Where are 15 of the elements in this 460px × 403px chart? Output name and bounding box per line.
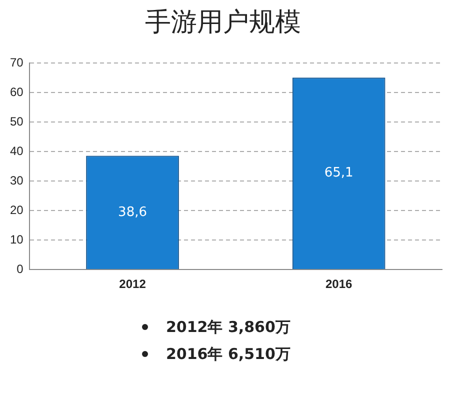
y-tick-label: 20 [10, 202, 24, 217]
data-label: 65,1 [324, 166, 354, 181]
text: 2012年 3,860万 [166, 318, 290, 336]
y-tick-label: 30 [10, 173, 24, 188]
x-tick-label: 2016 [325, 277, 353, 292]
text: 2016年 6,510万 [166, 345, 290, 363]
x-tick-label: 2012 [119, 277, 146, 292]
y-tick-label: 0 [16, 262, 24, 276]
chart-title: 手游用户规模 [145, 7, 301, 38]
y-tick-label: 50 [10, 114, 24, 128]
y-tick-label: 60 [10, 85, 24, 99]
y-tick-label: 70 [10, 56, 24, 70]
data-label: 38,6 [118, 204, 147, 220]
y-tick-label: 40 [10, 144, 24, 158]
y-tick-label: 10 [10, 232, 24, 246]
